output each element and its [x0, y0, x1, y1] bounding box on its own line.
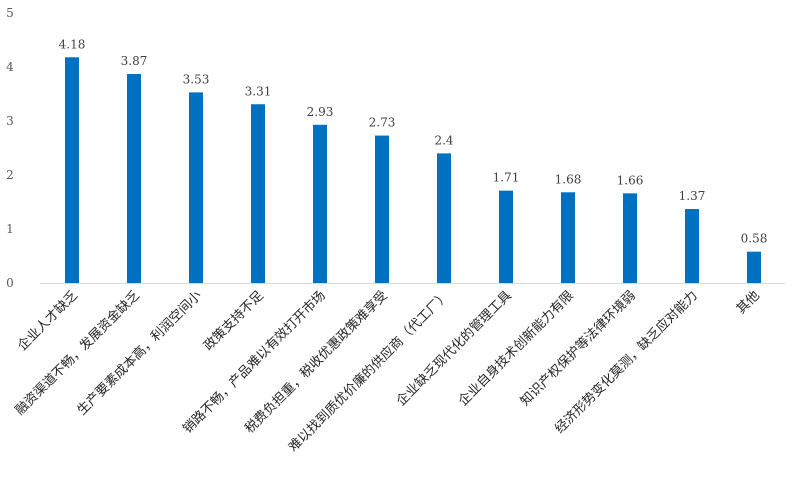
data-label: 1.66 — [617, 173, 644, 187]
data-label: 3.31 — [245, 84, 272, 98]
bar — [313, 124, 327, 283]
category-label: 生产要素成本高，利润空间小 — [74, 288, 205, 419]
bar — [127, 74, 141, 284]
y-tick-label: 0 — [6, 276, 14, 290]
category-label: 企业缺乏现代化的管理工具 — [393, 288, 515, 410]
data-labels: 4.18 3.87 3.53 3.31 2.93 2.73 2.4 1.71 1.68 1.66 1… — [59, 37, 768, 245]
data-label: 3.87 — [121, 54, 148, 68]
category-label: 企业自身技术创新能力有限 — [455, 288, 577, 410]
data-label: 2.93 — [307, 105, 334, 119]
data-label: 4.18 — [59, 37, 86, 51]
y-tick-label: 1 — [6, 222, 14, 236]
bar — [251, 104, 265, 283]
data-label: 1.71 — [493, 171, 520, 185]
y-axis-ticks: 0 1 2 3 4 5 — [6, 6, 14, 290]
bar — [685, 209, 699, 283]
bar — [375, 135, 389, 283]
category-label: 政策支持不足 — [200, 288, 266, 354]
data-label: 0.58 — [741, 232, 768, 246]
data-label: 1.37 — [679, 189, 706, 203]
category-labels: 企业人才缺乏融资渠道不畅，发展资金缺乏生产要素成本高，利润空间小政策支持不足销路… — [12, 288, 763, 456]
bars — [65, 57, 761, 284]
bar — [747, 251, 761, 283]
y-tick-label: 5 — [6, 6, 14, 20]
data-label: 2.73 — [369, 116, 396, 130]
y-tick-label: 3 — [6, 114, 14, 128]
y-tick-label: 4 — [6, 60, 14, 74]
bar — [65, 57, 79, 283]
category-label: 企业人才缺乏 — [14, 288, 80, 354]
data-label: 1.68 — [555, 172, 582, 186]
data-label: 3.53 — [183, 72, 210, 86]
y-tick-label: 2 — [6, 168, 14, 182]
bar — [189, 92, 203, 283]
bar — [561, 192, 575, 283]
data-label: 2.4 — [434, 133, 453, 147]
category-label: 知识产权保护等法律环境弱 — [517, 288, 639, 410]
category-label: 其他 — [734, 288, 763, 317]
bar — [437, 153, 451, 283]
category-label: 融资渠道不畅，发展资金缺乏 — [12, 288, 143, 419]
bar — [623, 193, 637, 283]
bar — [499, 190, 513, 283]
